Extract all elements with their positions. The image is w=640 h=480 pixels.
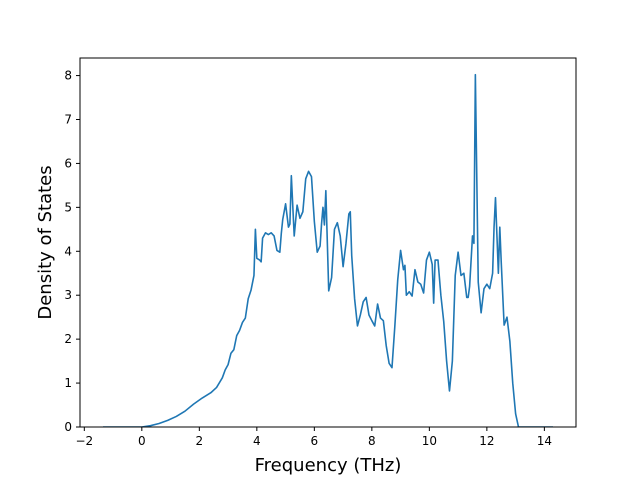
y-tick-label: 2 — [64, 332, 72, 346]
x-axis: −2 0 2 4 6 8 10 12 14 — [75, 427, 552, 448]
y-tick-label: 1 — [64, 376, 72, 390]
axes-frame — [79, 57, 577, 428]
y-axis: 0 1 2 3 4 5 6 7 8 — [64, 69, 80, 434]
x-tick-label: 4 — [253, 434, 261, 448]
y-axis-label: Density of States — [35, 165, 56, 319]
y-tick-label: 0 — [64, 420, 72, 434]
y-tick-label: 7 — [64, 113, 72, 127]
x-tick-label: 14 — [537, 434, 552, 448]
x-tick-label: 12 — [479, 434, 494, 448]
y-tick-label: 6 — [64, 156, 72, 170]
plot-area — [103, 73, 553, 427]
x-tick-label: 2 — [196, 434, 204, 448]
y-tick-label: 3 — [64, 288, 72, 302]
y-tick-label: 4 — [64, 244, 72, 258]
x-tick-label: 8 — [368, 434, 376, 448]
x-tick-label: 6 — [311, 434, 319, 448]
x-axis-label: Frequency (THz) — [255, 455, 402, 476]
y-tick-label: 5 — [64, 200, 72, 214]
y-tick-label: 8 — [64, 69, 72, 83]
x-tick-label: −2 — [75, 434, 93, 448]
x-tick-label: 0 — [138, 434, 146, 448]
x-tick-label: 10 — [422, 434, 437, 448]
dos-series-line-0 — [103, 73, 553, 427]
